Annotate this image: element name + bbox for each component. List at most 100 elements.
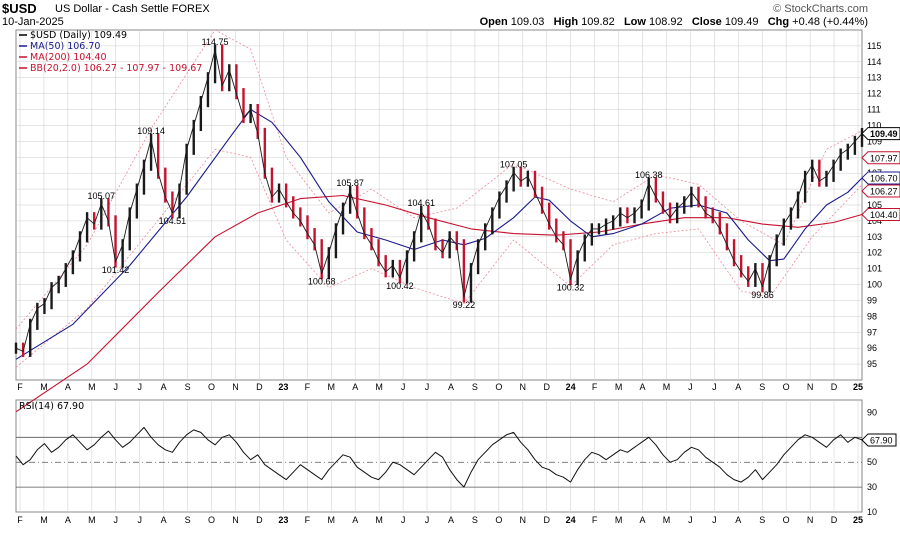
price-annotation: 100.32 xyxy=(557,282,585,292)
bollinger-lower-band xyxy=(15,148,863,368)
x-tick-label: S xyxy=(185,382,191,392)
rsi-x-tick-label: N xyxy=(807,515,814,525)
x-tick-label: D xyxy=(256,382,263,392)
rsi-x-tick-label: F xyxy=(592,515,598,525)
rsi-x-tick-label: A xyxy=(161,515,167,525)
value-tag-label: 104.40 xyxy=(870,210,898,220)
rsi-x-tick-label: O xyxy=(783,515,790,525)
rsi-legend: RSI(14) 67.90 xyxy=(19,401,84,412)
x-tick-label: N xyxy=(807,382,814,392)
chg-label: Chg xyxy=(767,16,790,28)
rsi-panel-frame xyxy=(15,399,863,513)
price-annotation: 105.87 xyxy=(336,178,364,188)
x-tick-label: J xyxy=(688,382,693,392)
security-name: US Dollar - Cash Settle FOREX xyxy=(55,3,210,15)
x-tick-label: A xyxy=(640,382,646,392)
y-tick-label: 113 xyxy=(867,73,881,83)
value-tag: 106.70 xyxy=(861,171,900,185)
rsi-x-tick-label: N xyxy=(232,515,239,525)
bollinger-upper-band xyxy=(15,29,863,330)
price-annotation: 104.51 xyxy=(159,216,187,226)
rsi-x-tick-label: 23 xyxy=(278,515,288,525)
price-annotation: 114.75 xyxy=(202,37,229,47)
x-tick-label: M xyxy=(40,382,48,392)
price-annotation: 100.68 xyxy=(308,277,336,287)
rsi-y-tick-label: 90 xyxy=(867,407,877,417)
x-tick-label: S xyxy=(472,382,478,392)
value-tag-box xyxy=(861,127,900,141)
y-tick-label: 103 xyxy=(867,232,882,242)
x-tick-label: F xyxy=(592,382,598,392)
y-tick-label: 101 xyxy=(867,264,882,274)
low-value: 108.92 xyxy=(649,16,683,28)
rsi-x-tick-label: A xyxy=(640,515,646,525)
value-tag-box xyxy=(861,171,900,185)
y-tick-label: 111 xyxy=(867,105,881,115)
y-tick-label: 100 xyxy=(867,280,882,290)
x-tick-label: A xyxy=(65,382,71,392)
x-tick-label: J xyxy=(401,382,406,392)
x-tick-label: M xyxy=(88,382,96,392)
y-tick-label: 96 xyxy=(867,343,877,353)
rsi-x-tick-label: S xyxy=(185,515,191,525)
brand-watermark: © StockCharts.com xyxy=(773,3,868,15)
x-tick-label: O xyxy=(495,382,502,392)
legend-entry: BB(20,2.0) 106.27 - 107.97 - 109.67 xyxy=(30,63,202,74)
value-tag: 107.97 xyxy=(861,151,900,165)
x-tick-label: A xyxy=(352,382,358,392)
price-annotation: 101.42 xyxy=(102,265,130,275)
legend-entry: MA(200) 104.40 xyxy=(30,52,107,63)
y-tick-label: 102 xyxy=(867,248,882,258)
value-tag: 104.40 xyxy=(861,208,900,222)
rsi-x-tick-label: J xyxy=(137,515,142,525)
price-annotation: 109.14 xyxy=(137,126,165,136)
x-tick-label: 23 xyxy=(278,382,288,392)
low-label: Low xyxy=(623,16,646,28)
rsi-x-tick-label: F xyxy=(305,515,311,525)
price-annotation: 106.38 xyxy=(635,170,663,180)
rsi-x-tick-label: M xyxy=(328,515,336,525)
close-value: 109.49 xyxy=(724,16,759,28)
value-tag-label: 106.70 xyxy=(870,173,898,183)
rsi-x-tick-label: D xyxy=(831,515,838,525)
chart-date: 10-Jan-2025 xyxy=(2,16,64,28)
legend-entry: MA(50) 106.70 xyxy=(30,41,100,52)
price-annotation: 105.07 xyxy=(88,191,116,201)
y-tick-label: 99 xyxy=(867,295,877,305)
y-tick-label: 98 xyxy=(867,311,877,321)
rsi-x-tick-label: A xyxy=(352,515,358,525)
ma200-line xyxy=(15,194,863,413)
quote-line: Open 109.03 High 109.82 Low 108.92 Close… xyxy=(480,16,868,28)
rsi-value-tag-label: 67.90 xyxy=(870,435,893,445)
price-annotation: 107.05 xyxy=(500,159,528,169)
rsi-x-tick-label: M xyxy=(615,515,623,525)
rsi-value-tag-box xyxy=(861,433,897,447)
chart-symbol: $USD xyxy=(2,1,37,16)
rsi-x-tick-label: M xyxy=(88,515,96,525)
rsi-y-tick-label: 10 xyxy=(867,507,877,517)
rsi-x-tick-label: J xyxy=(688,515,693,525)
rsi-x-tick-label: F xyxy=(17,515,23,525)
rsi-x-tick-label: J xyxy=(114,515,119,525)
rsi-x-tick-label: 24 xyxy=(566,515,576,525)
y-tick-label: 115 xyxy=(867,41,881,51)
value-tag: 106.27 xyxy=(861,184,900,198)
ma50-line xyxy=(15,108,863,360)
rsi-x-tick-label: J xyxy=(425,515,430,525)
value-tag-label: 106.27 xyxy=(870,186,898,196)
x-tick-label: F xyxy=(17,382,23,392)
rsi-x-tick-label: J xyxy=(401,515,406,525)
x-tick-label: M xyxy=(615,382,623,392)
value-tag-box xyxy=(861,208,900,222)
x-tick-label: A xyxy=(448,382,454,392)
price-annotation: 100.42 xyxy=(386,281,414,291)
x-tick-label: O xyxy=(783,382,790,392)
price-annotation: 99.86 xyxy=(751,290,774,300)
y-tick-label: 97 xyxy=(867,327,877,337)
open-value: 109.03 xyxy=(510,16,545,28)
x-tick-label: D xyxy=(543,382,550,392)
x-tick-label: S xyxy=(759,382,765,392)
x-tick-label: J xyxy=(425,382,430,392)
value-tag-box xyxy=(861,184,900,198)
